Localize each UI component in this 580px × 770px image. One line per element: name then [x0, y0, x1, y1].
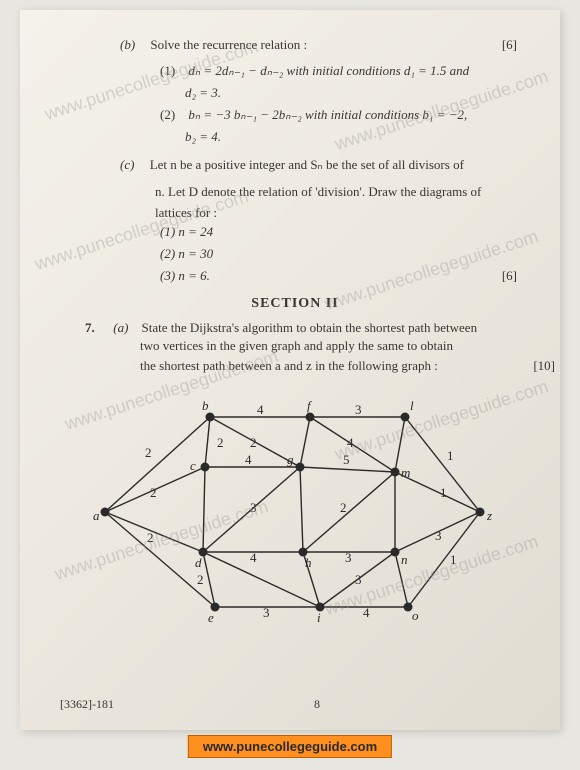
- svg-text:5: 5: [343, 452, 350, 467]
- svg-text:3: 3: [435, 528, 442, 543]
- qc-sub1: (1) n = 24: [160, 224, 525, 240]
- svg-text:1: 1: [440, 485, 447, 500]
- svg-text:4: 4: [363, 605, 370, 620]
- qb-sub2-eq: bₙ = −3 bₙ₋₁ − 2bₙ₋₂ with initial condit…: [188, 107, 467, 122]
- qc-line2: n. Let D denote the relation of 'divisio…: [155, 182, 525, 203]
- qb-sub1-cont: d₂ = 3.: [185, 85, 525, 101]
- svg-text:1: 1: [450, 552, 457, 567]
- qc-line3: lattices for :: [155, 203, 525, 224]
- bottom-banner: www.punecollegeguide.com: [188, 735, 392, 758]
- svg-text:n: n: [401, 552, 408, 567]
- qc-sub3: (3) n = 6. [6]: [160, 268, 525, 284]
- footer-code: [3362]-181: [60, 697, 114, 712]
- svg-text:1: 1: [447, 448, 454, 463]
- svg-text:i: i: [317, 610, 321, 625]
- qb-label: (b): [120, 37, 135, 52]
- q7-line2: two vertices in the given graph and appl…: [140, 336, 525, 357]
- section-heading: SECTION II: [65, 296, 525, 312]
- svg-text:4: 4: [347, 435, 354, 450]
- svg-text:2: 2: [197, 572, 204, 587]
- svg-text:3: 3: [345, 550, 352, 565]
- svg-text:d: d: [195, 555, 202, 570]
- svg-text:2: 2: [250, 435, 257, 450]
- exam-page: www.punecollegeguide.comwww.punecollegeg…: [20, 10, 560, 730]
- qc-marks: [6]: [502, 268, 517, 284]
- qc-sub2: (2) n = 30: [160, 246, 525, 262]
- svg-text:3: 3: [355, 402, 362, 417]
- qb-sub1: (1) dₙ = 2dₙ₋₁ − dₙ₋₂ with initial condi…: [160, 63, 525, 79]
- svg-text:a: a: [93, 508, 100, 523]
- svg-text:2: 2: [217, 435, 224, 450]
- footer-page-num: 8: [60, 697, 520, 712]
- svg-text:2: 2: [150, 485, 157, 500]
- svg-text:e: e: [208, 610, 214, 625]
- qb-sub2-cont: b₂ = 4.: [185, 129, 525, 145]
- q7-a-label: (a): [113, 320, 138, 336]
- svg-text:3: 3: [250, 500, 257, 515]
- svg-text:4: 4: [257, 402, 264, 417]
- qc-line1: Let n be a positive integer and Sₙ be th…: [150, 157, 464, 172]
- qb-sub1-eq: dₙ = 2dₙ₋₁ − dₙ₋₂ with initial condition…: [188, 63, 469, 78]
- svg-text:f: f: [307, 398, 313, 413]
- qc-label: (c): [120, 157, 134, 172]
- qb-sub2: (2) bₙ = −3 bₙ₋₁ − 2bₙ₋₂ with initial co…: [160, 107, 525, 123]
- svg-text:c: c: [190, 458, 196, 473]
- svg-text:o: o: [412, 608, 419, 623]
- svg-text:m: m: [401, 465, 410, 480]
- q7-line3: the shortest path between a and z in the…: [140, 356, 525, 377]
- dijkstra-graph: 2222424234334523341131abcdefghilmnoz: [85, 392, 505, 632]
- svg-text:3: 3: [355, 572, 362, 587]
- question-b: (b) Solve the recurrence relation : [6]: [65, 35, 525, 55]
- svg-text:z: z: [486, 508, 492, 523]
- svg-text:l: l: [410, 398, 414, 413]
- svg-text:3: 3: [263, 605, 270, 620]
- page-footer: [3362]-181 8: [60, 697, 520, 712]
- svg-text:g: g: [287, 452, 294, 467]
- q7-line1: State the Dijkstra's algorithm to obtain…: [142, 320, 478, 335]
- qb-marks: [6]: [502, 35, 517, 55]
- q7-marks: [10]: [533, 356, 555, 377]
- svg-text:2: 2: [340, 500, 347, 515]
- svg-text:2: 2: [145, 445, 152, 460]
- question-7: 7. (a) State the Dijkstra's algorithm to…: [85, 320, 525, 336]
- svg-text:4: 4: [245, 452, 252, 467]
- qb-sub1-label: (1): [160, 63, 175, 78]
- q7-num: 7.: [85, 320, 110, 336]
- question-c: (c) Let n be a positive integer and Sₙ b…: [65, 155, 525, 175]
- svg-text:4: 4: [250, 550, 257, 565]
- svg-text:h: h: [305, 555, 312, 570]
- qb-sub2-label: (2): [160, 107, 175, 122]
- svg-text:2: 2: [147, 530, 154, 545]
- svg-text:b: b: [202, 398, 209, 413]
- qb-text: Solve the recurrence relation :: [150, 37, 307, 52]
- graph-figure: 2222424234334523341131abcdefghilmnoz: [65, 392, 525, 632]
